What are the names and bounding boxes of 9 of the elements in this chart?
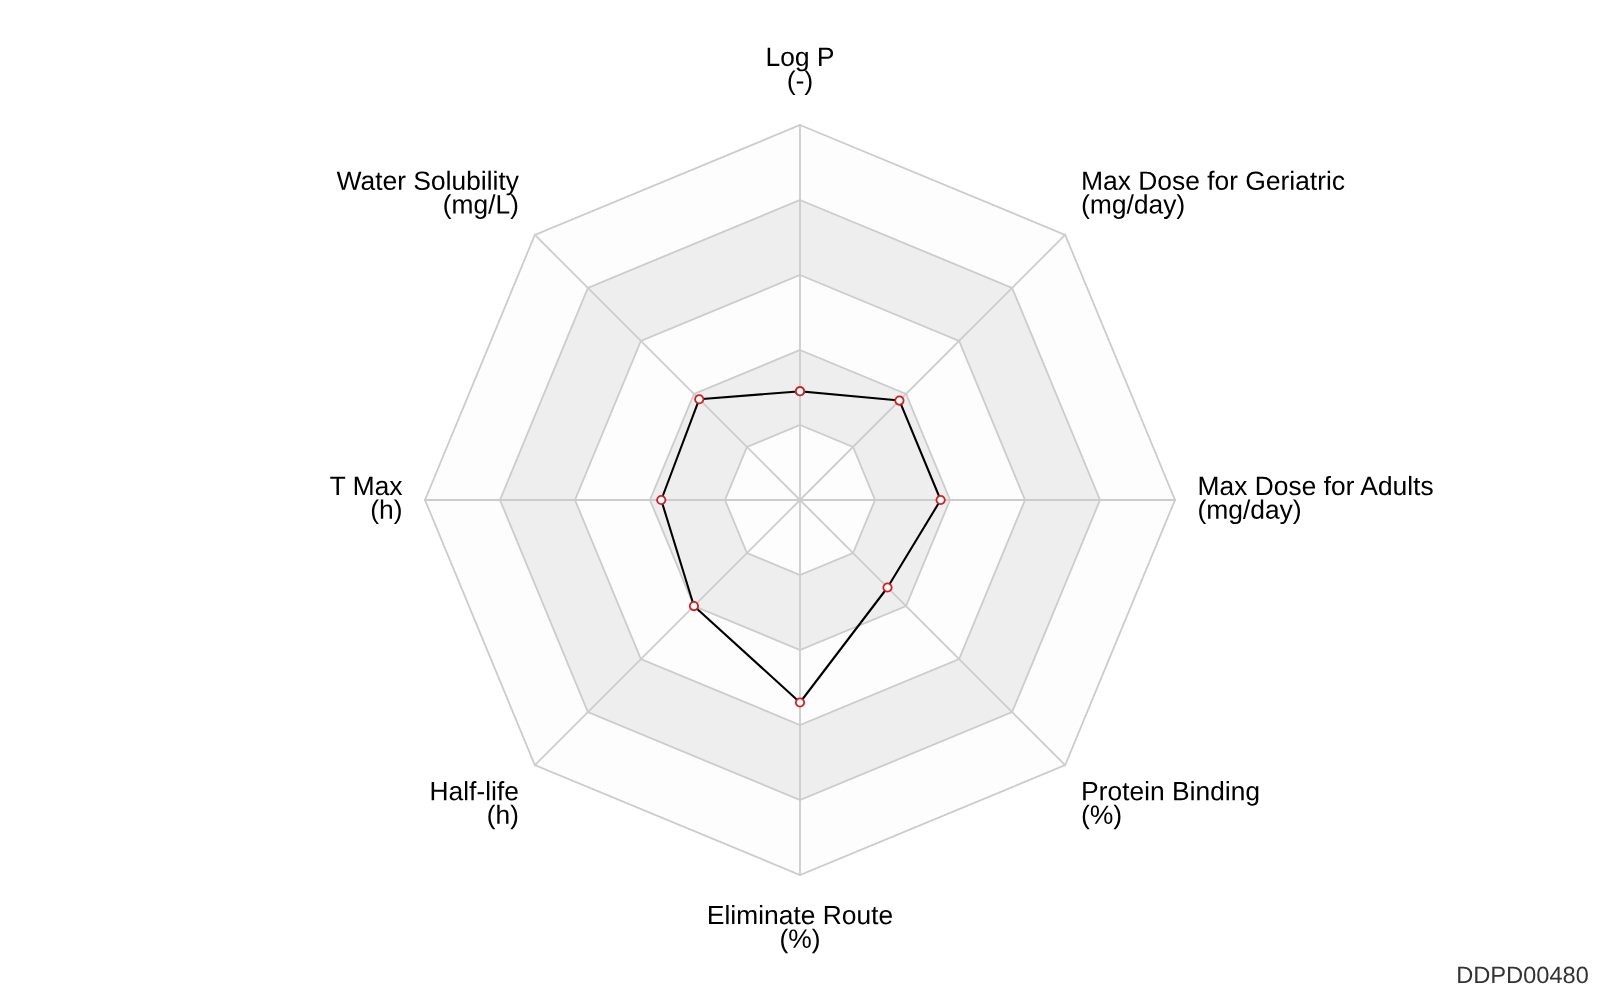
- spoke-label: Max Dose for Geriatric (mg/day): [1082, 170, 1345, 219]
- spoke-label: Water Solubility (mg/L): [336, 170, 519, 219]
- spoke-label: Max Dose for Adults (mg/day): [1199, 475, 1433, 525]
- spoke-label: T Max (h): [330, 476, 403, 525]
- spoke-label: Log P (-): [767, 47, 834, 95]
- text: DDPD00480: [1458, 966, 1588, 984]
- spoke-label: Eliminate Route (%): [709, 905, 892, 954]
- spoke-label: Protein Binding (%): [1082, 781, 1259, 830]
- spoke-label: Half-life (h): [431, 781, 518, 830]
